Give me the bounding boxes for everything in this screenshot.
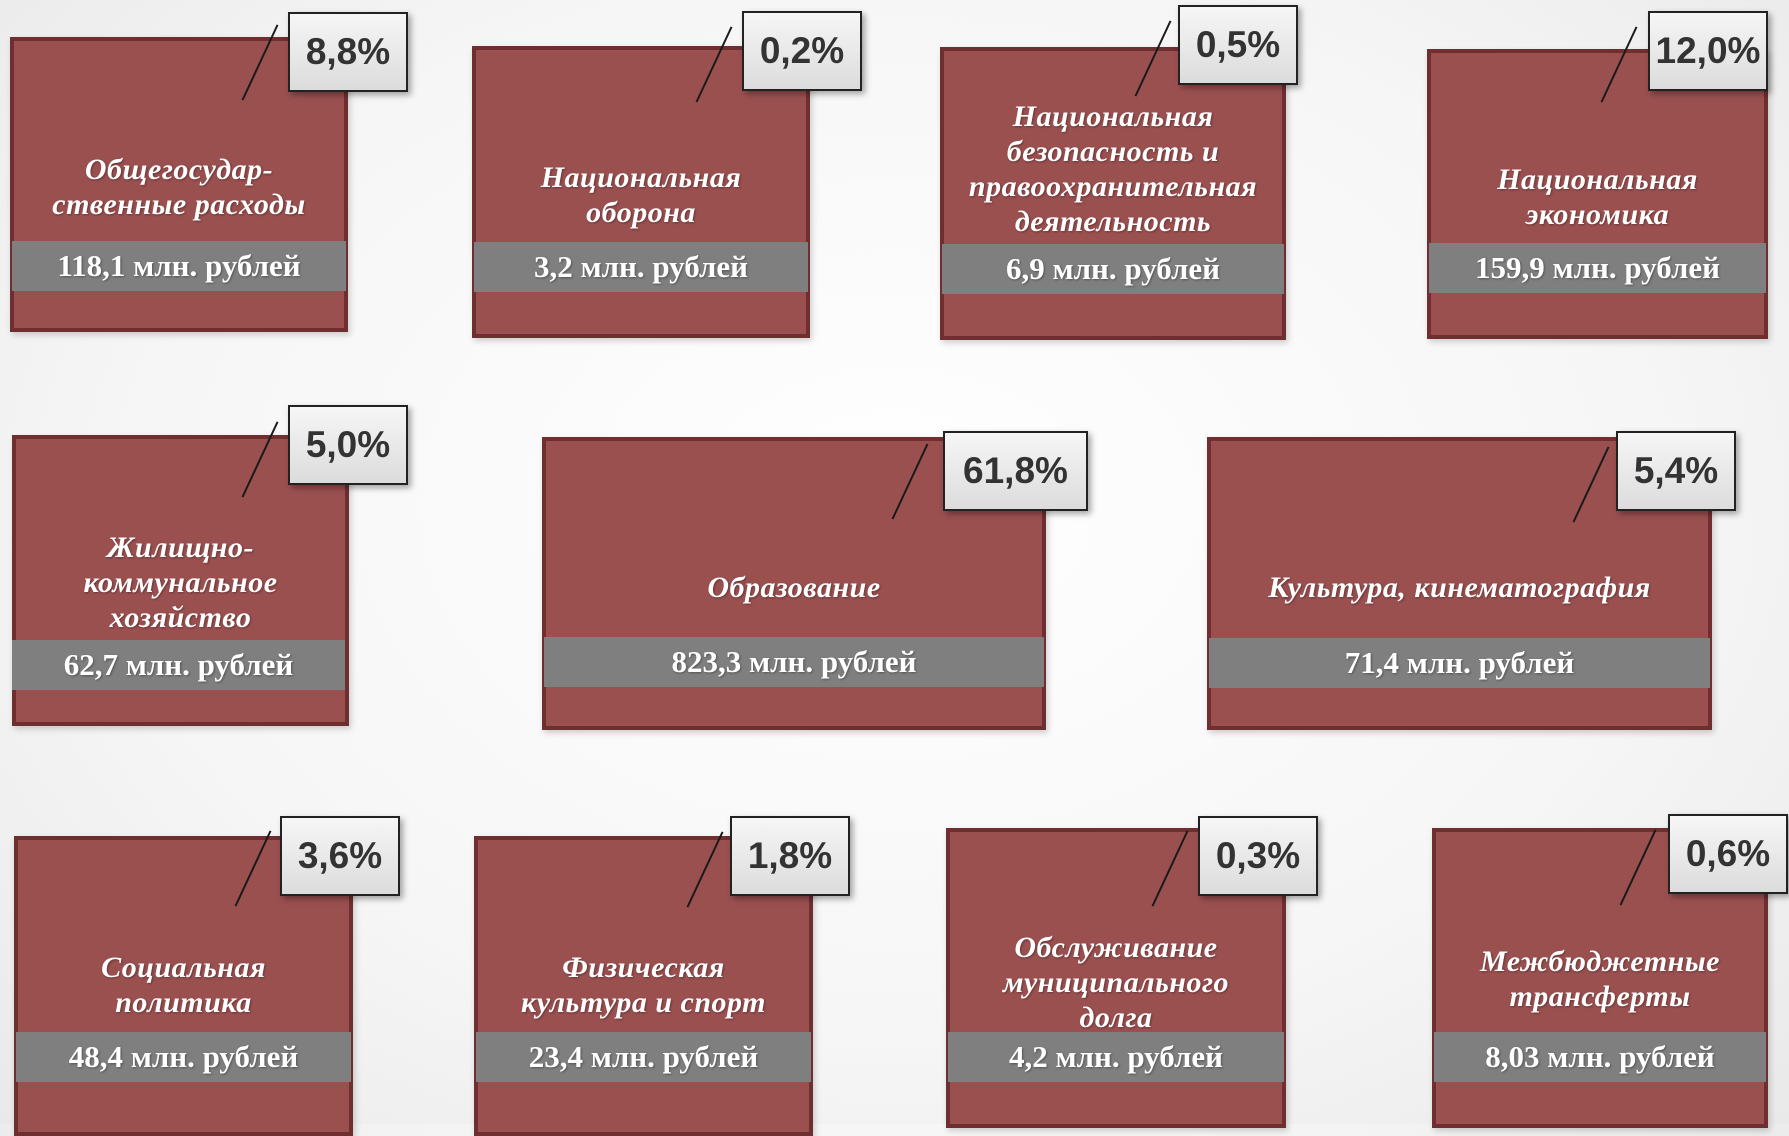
card-amount: 118,1 млн. рублей	[12, 241, 346, 291]
card-national-security: Национальная безопасность и правоохранит…	[940, 47, 1286, 340]
card-amount: 823,3 млн. рублей	[544, 637, 1044, 687]
percent-badge: 0,5%	[1178, 5, 1298, 85]
percent-badge: 3,6%	[280, 816, 400, 896]
card-title: Национальная оборона	[540, 161, 742, 229]
percent-badge: 0,6%	[1668, 814, 1788, 894]
card-amount: 23,4 млн. рублей	[476, 1032, 811, 1082]
percent-badge: 1,8%	[730, 816, 850, 896]
card-amount: 48,4 млн. рублей	[16, 1032, 351, 1082]
percent-badge: 8,8%	[288, 12, 408, 92]
percent-badge: 0,3%	[1198, 816, 1318, 896]
card-title: Обслуживание муниципального долга	[1002, 931, 1230, 1034]
card-amount: 8,03 млн. рублей	[1434, 1032, 1766, 1082]
card-title: Физическая культура и спорт	[521, 951, 766, 1019]
percent-badge: 5,0%	[288, 405, 408, 485]
card-title: Межбюджетные трансферты	[1480, 945, 1720, 1013]
card-title: Культура, кинематография	[1268, 571, 1651, 604]
card-amount: 4,2 млн. рублей	[948, 1032, 1284, 1082]
percent-badge: 12,0%	[1648, 11, 1768, 91]
card-amount: 71,4 млн. рублей	[1209, 638, 1710, 688]
card-culture: Культура, кинематография 71,4 млн. рубле…	[1207, 437, 1712, 730]
percent-badge: 0,2%	[742, 11, 862, 91]
card-title: Образование	[707, 571, 881, 604]
card-national-defense: Национальная оборона 3,2 млн. рублей	[472, 46, 810, 338]
card-amount: 3,2 млн. рублей	[474, 242, 808, 292]
card-amount: 62,7 млн. рублей	[12, 640, 345, 690]
card-title: Жилищно- коммунальное хозяйство	[83, 531, 278, 634]
percent-badge: 61,8%	[943, 431, 1088, 511]
card-title: Социальная политика	[101, 951, 266, 1019]
card-amount: 6,9 млн. рублей	[942, 244, 1284, 294]
card-national-economy: Национальная экономика 159,9 млн. рублей	[1427, 49, 1768, 339]
card-amount: 159,9 млн. рублей	[1429, 243, 1766, 293]
card-title: Общегосудар- ственные расходы	[52, 153, 306, 221]
percent-badge: 5,4%	[1616, 431, 1736, 511]
card-title: Национальная экономика	[1497, 163, 1698, 231]
card-title: Национальная безопасность и правоохранит…	[968, 100, 1258, 238]
